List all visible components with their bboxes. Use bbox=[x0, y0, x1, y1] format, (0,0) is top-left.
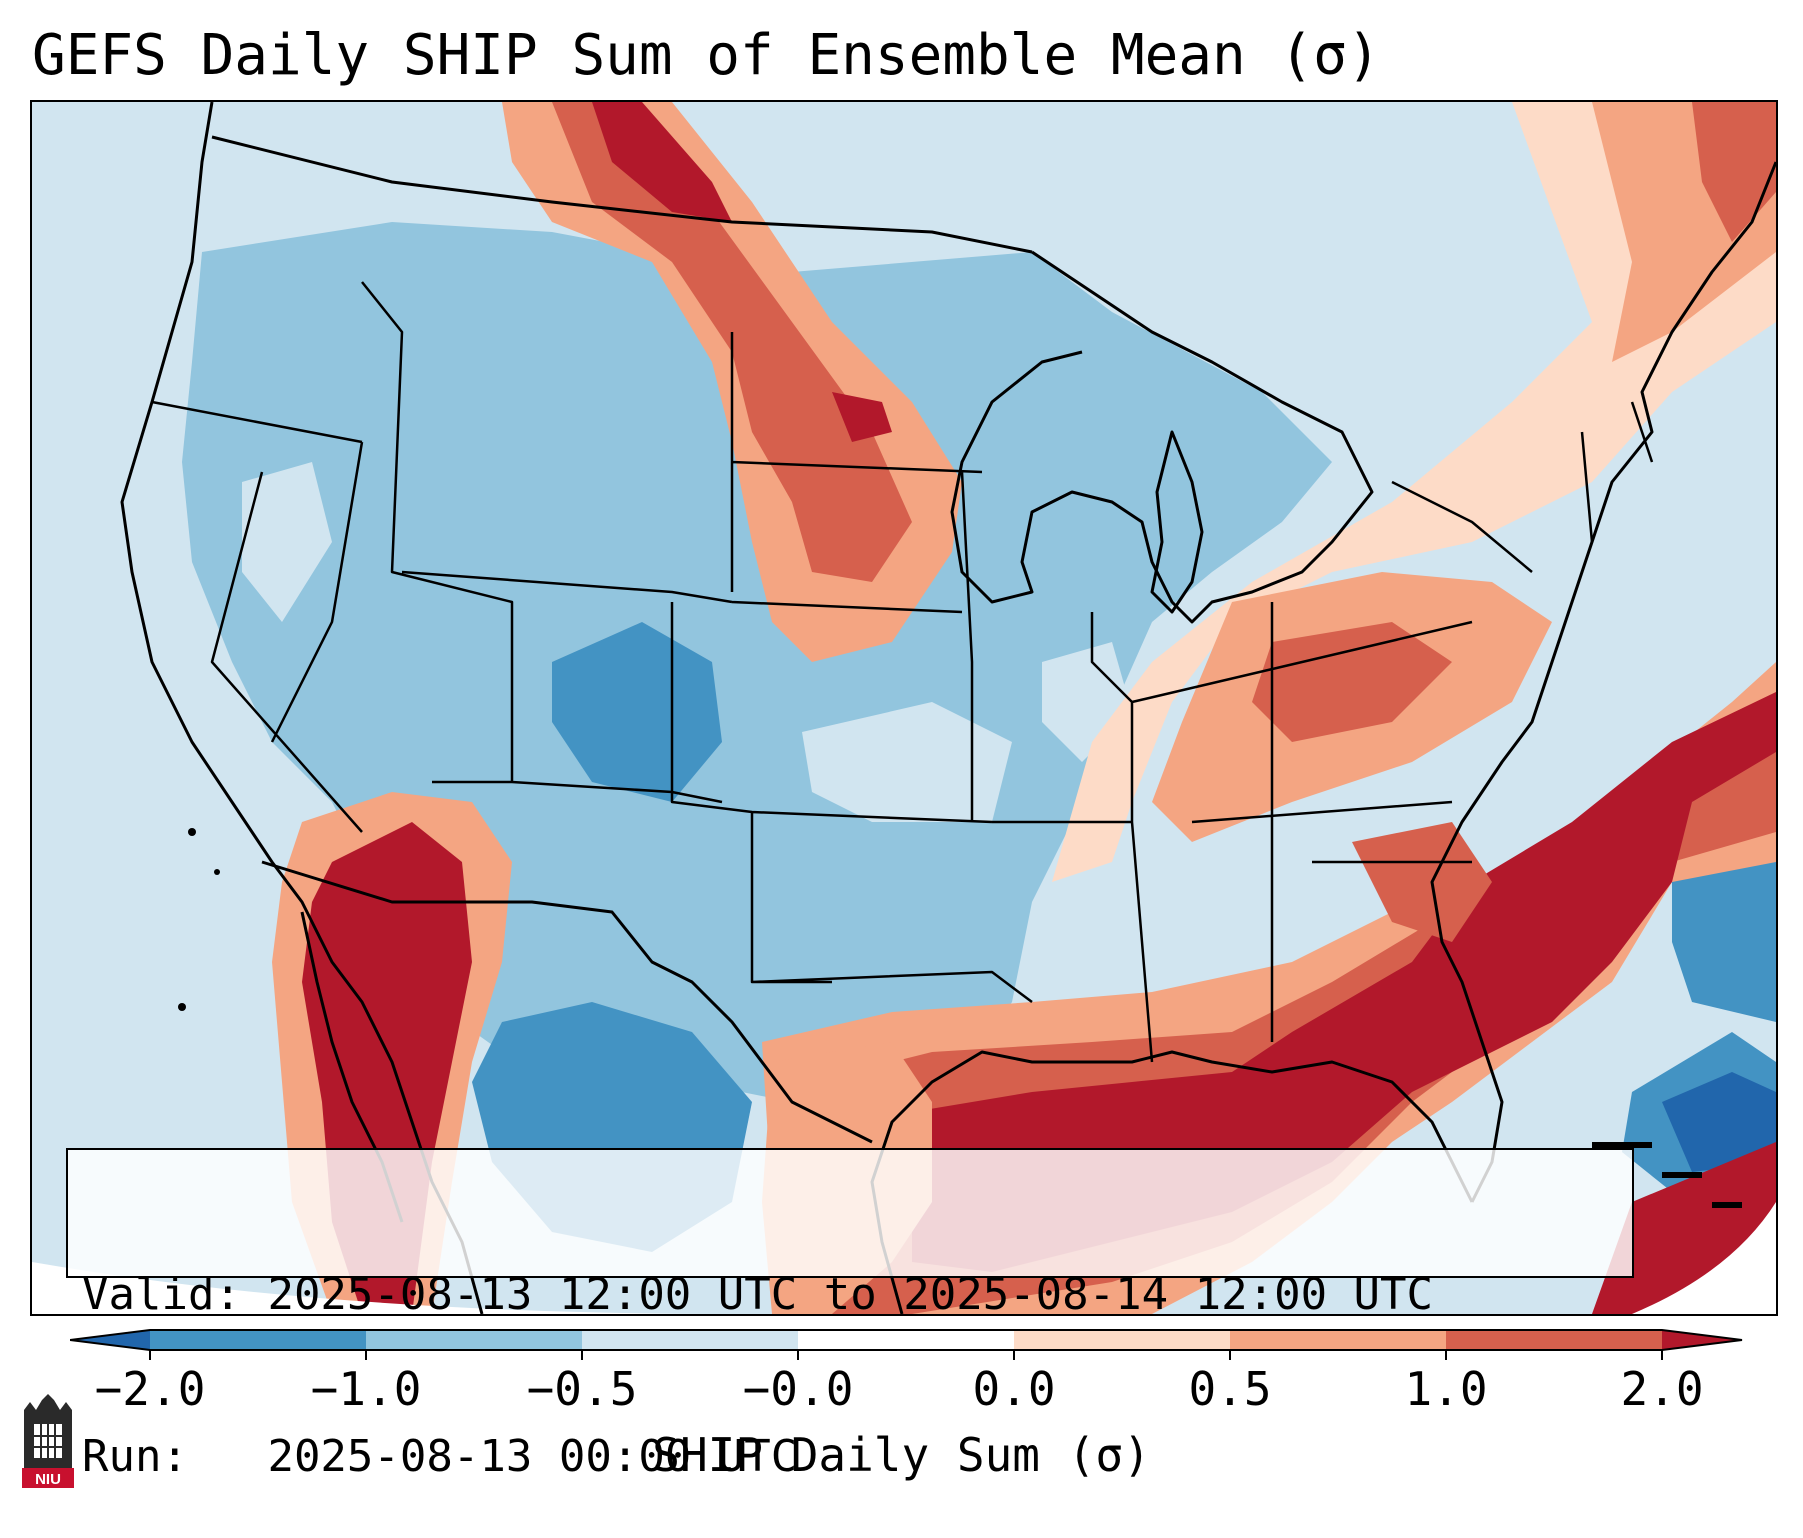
field-positive-ohio-valley-core bbox=[1252, 622, 1452, 742]
out-of-domain-area bbox=[32, 1262, 732, 1314]
island-dash bbox=[1592, 1142, 1652, 1148]
map-panel bbox=[30, 100, 1778, 1316]
valid-range: 2025-08-13 12:00 UTC to 2025-08-14 12:00… bbox=[267, 1269, 1434, 1320]
field-negative-6 bbox=[1662, 1072, 1776, 1172]
colorbar-tick-label: 2.0 bbox=[1620, 1362, 1704, 1416]
field-light-patch-1 bbox=[242, 462, 332, 622]
colorbar-segment bbox=[1014, 1330, 1230, 1350]
island-dot bbox=[188, 828, 196, 836]
atlantic-coastline bbox=[1430, 161, 1776, 1203]
logo-text: NIU bbox=[35, 1471, 61, 1488]
colorbar-segment bbox=[582, 1330, 798, 1350]
colorbar-segment bbox=[150, 1330, 366, 1350]
island-dot bbox=[214, 869, 220, 875]
field-positive-northeast-max bbox=[1692, 102, 1776, 242]
colorbar-tick-label: −2.0 bbox=[94, 1362, 206, 1416]
run-time: 2025-08-13 00:00 UTC bbox=[267, 1431, 798, 1482]
mexico-border bbox=[261, 860, 873, 1144]
colorbar-segment bbox=[1230, 1330, 1446, 1350]
colorbar-ticks bbox=[149, 1350, 1663, 1360]
colorbar-tick-label: 1.0 bbox=[1404, 1362, 1488, 1416]
out-of-domain-area-right bbox=[1632, 1202, 1776, 1314]
state-lines bbox=[151, 281, 1654, 1063]
canada-border bbox=[211, 135, 1033, 254]
colorbar-label: SHIP Daily Sum (σ) bbox=[652, 1428, 1151, 1482]
niu-castle-logo-icon: NIU bbox=[22, 1394, 74, 1488]
pacific-coastline bbox=[120, 102, 484, 1314]
colorbar-extend-right bbox=[1662, 1330, 1742, 1350]
colorbar-segment bbox=[798, 1330, 1014, 1350]
island-dash bbox=[1712, 1202, 1742, 1208]
colorbar-segment bbox=[1446, 1330, 1662, 1350]
run-label: Run: bbox=[82, 1431, 188, 1482]
chart-title: GEFS Daily SHIP Sum of Ensemble Mean (σ) bbox=[32, 23, 1381, 88]
colorbar-tick-label: −0.5 bbox=[526, 1362, 638, 1416]
field-positive-southeast bbox=[1352, 822, 1492, 942]
map-canvas bbox=[32, 102, 1776, 1314]
islands bbox=[178, 828, 1742, 1208]
lake-michigan bbox=[1150, 430, 1204, 614]
valid-label: Valid: bbox=[82, 1269, 241, 1320]
field-light-patch-2 bbox=[802, 702, 1012, 822]
field-negative-2 bbox=[552, 622, 722, 802]
valid-line: Valid: 2025-08-13 12:00 UTC to 2025-08-1… bbox=[82, 1268, 1618, 1322]
colorbar-tick-label: 0.0 bbox=[972, 1362, 1056, 1416]
colorbar-tick-label: −0.0 bbox=[742, 1362, 854, 1416]
colorbar-segment bbox=[366, 1330, 582, 1350]
island-dot bbox=[178, 1003, 186, 1011]
field-positive-plains-max-2 bbox=[832, 392, 892, 442]
island-dash bbox=[1662, 1172, 1702, 1178]
colorbar-tick-label: 0.5 bbox=[1188, 1362, 1272, 1416]
colorbar bbox=[70, 1329, 1743, 1360]
field-positive-gulf-max bbox=[912, 692, 1776, 1272]
run-line: Run: 2025-08-13 00:00 UTC bbox=[82, 1430, 1618, 1484]
valid-run-textbox: Valid: 2025-08-13 12:00 UTC to 2025-08-1… bbox=[66, 1148, 1634, 1482]
colorbar-tick-label: −1.0 bbox=[310, 1362, 422, 1416]
colorbar-extend-left bbox=[70, 1330, 150, 1350]
field-positive-plains-max bbox=[592, 102, 732, 222]
great-lakes-outline bbox=[950, 250, 1374, 624]
field-negative-4 bbox=[1672, 832, 1776, 1022]
